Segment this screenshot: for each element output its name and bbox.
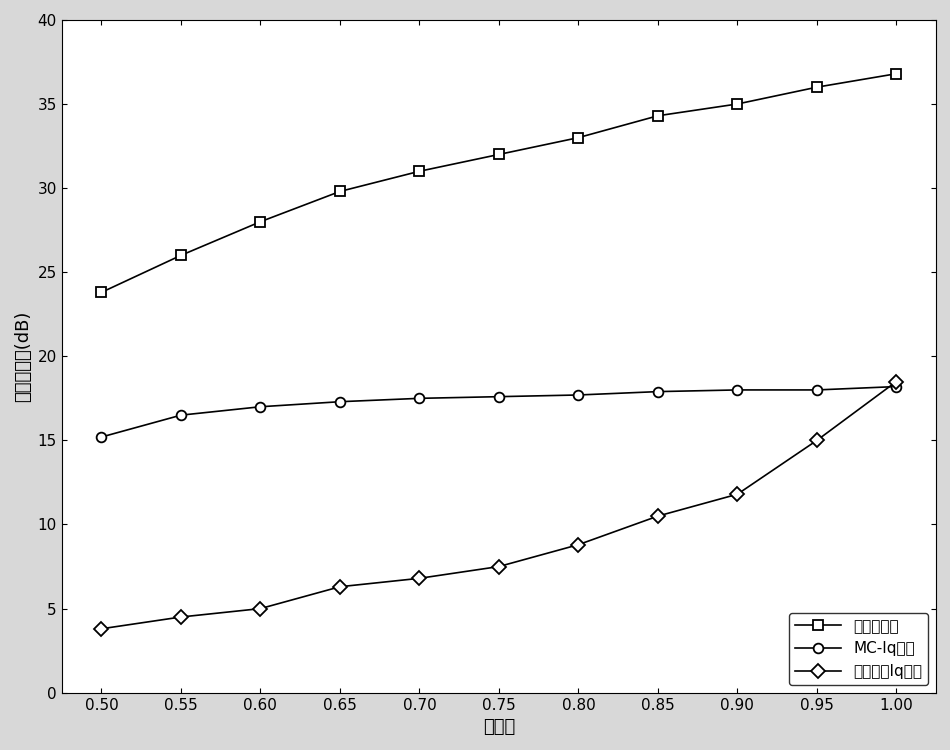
本发明方法 xyxy=(811,82,823,92)
MC-Iq方法 xyxy=(732,386,743,394)
MC-Iq方法 xyxy=(573,391,584,400)
MC-Iq方法 xyxy=(175,411,186,420)
本发明方法 xyxy=(732,100,743,109)
迭代加权Iq方法 xyxy=(255,604,266,613)
本发明方法 xyxy=(653,111,664,120)
迭代加权Iq方法 xyxy=(811,436,823,445)
MC-Iq方法 xyxy=(96,433,107,442)
MC-Iq方法 xyxy=(334,398,346,406)
X-axis label: 采样率: 采样率 xyxy=(483,718,515,736)
迭代加权Iq方法 xyxy=(175,613,186,622)
MC-Iq方法 xyxy=(413,394,425,403)
迭代加权Iq方法 xyxy=(732,490,743,499)
MC-Iq方法 xyxy=(811,386,823,394)
MC-Iq方法 xyxy=(493,392,504,401)
Line: 本发明方法: 本发明方法 xyxy=(97,69,902,297)
迭代加权Iq方法 xyxy=(653,512,664,520)
迭代加权Iq方法 xyxy=(413,574,425,583)
Legend: 本发明方法, MC-Iq方法, 迭代加权Iq方法: 本发明方法, MC-Iq方法, 迭代加权Iq方法 xyxy=(789,613,928,685)
MC-Iq方法 xyxy=(255,402,266,411)
本发明方法 xyxy=(175,251,186,260)
本发明方法 xyxy=(493,150,504,159)
迭代加权Iq方法 xyxy=(493,562,504,571)
本发明方法 xyxy=(255,217,266,226)
Line: MC-Iq方法: MC-Iq方法 xyxy=(97,382,902,442)
Line: 迭代加权Iq方法: 迭代加权Iq方法 xyxy=(97,376,902,634)
本发明方法 xyxy=(334,187,346,196)
本发明方法 xyxy=(96,288,107,297)
迭代加权Iq方法 xyxy=(96,624,107,633)
迭代加权Iq方法 xyxy=(891,377,902,386)
本发明方法 xyxy=(573,134,584,142)
MC-Iq方法 xyxy=(653,387,664,396)
本发明方法 xyxy=(891,69,902,78)
Y-axis label: 重构信噪比(dB): 重构信噪比(dB) xyxy=(14,310,32,402)
本发明方法 xyxy=(413,166,425,176)
迭代加权Iq方法 xyxy=(334,582,346,591)
MC-Iq方法 xyxy=(891,382,902,391)
迭代加权Iq方法 xyxy=(573,540,584,549)
